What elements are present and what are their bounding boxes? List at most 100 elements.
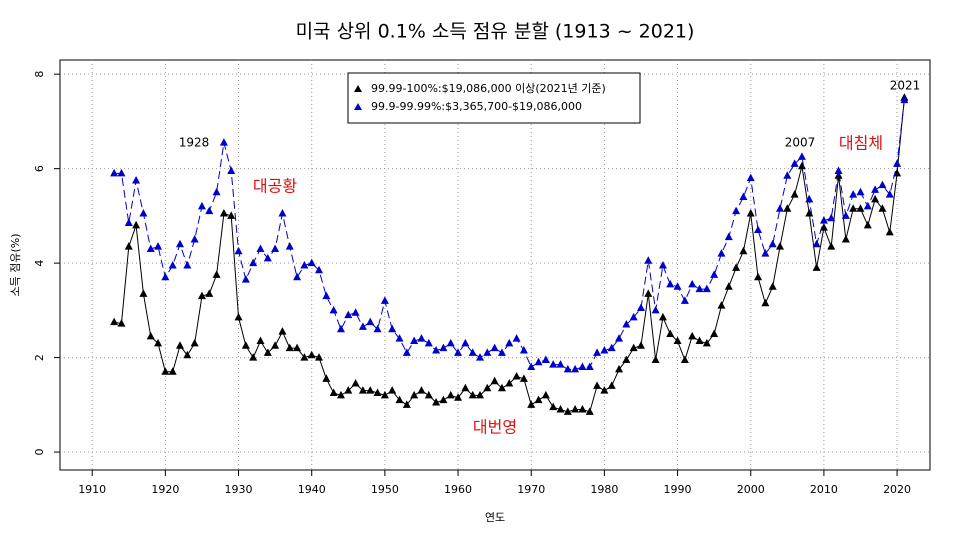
marker [461, 383, 470, 392]
marker [834, 171, 843, 179]
marker [322, 374, 331, 382]
marker [132, 175, 141, 184]
marker [585, 362, 594, 371]
marker [161, 367, 170, 375]
marker [790, 159, 799, 167]
marker [863, 201, 872, 210]
marker [329, 305, 338, 314]
marker [271, 244, 280, 252]
marker [673, 282, 682, 290]
marker [768, 239, 777, 248]
marker [358, 386, 367, 394]
marker [110, 317, 119, 326]
marker [154, 338, 163, 347]
annotation: 2021 [890, 79, 921, 93]
marker [776, 242, 784, 250]
marker [600, 345, 609, 354]
marker [871, 185, 880, 193]
marker [197, 201, 206, 210]
x-tick-label: 1930 [225, 483, 253, 496]
marker [680, 355, 689, 363]
marker [593, 381, 602, 389]
marker [666, 279, 675, 288]
marker [658, 260, 667, 269]
marker [176, 341, 184, 349]
marker [227, 166, 236, 175]
marker [263, 348, 272, 356]
marker [732, 263, 741, 271]
marker [849, 190, 858, 198]
x-tick-label: 1940 [298, 483, 326, 496]
y-tick-label: 6 [33, 165, 46, 172]
marker [271, 341, 280, 349]
marker [658, 312, 667, 321]
marker [797, 161, 806, 170]
marker [505, 338, 514, 347]
marker [432, 345, 441, 354]
marker [417, 334, 426, 342]
marker [410, 390, 419, 399]
marker [856, 187, 865, 196]
marker [468, 348, 477, 356]
marker [710, 329, 719, 337]
marker [871, 194, 880, 203]
marker [717, 301, 726, 309]
marker [746, 173, 755, 182]
marker [849, 204, 858, 212]
marker [710, 270, 719, 278]
marker [585, 407, 594, 415]
marker [841, 211, 850, 219]
y-tick-label: 4 [33, 260, 46, 267]
marker [893, 168, 902, 177]
marker [885, 190, 894, 198]
marker [139, 289, 148, 297]
marker [307, 258, 316, 267]
x-tick-label: 1960 [444, 483, 472, 496]
marker [519, 374, 528, 382]
marker [827, 213, 836, 222]
marker [549, 402, 558, 411]
marker [424, 338, 433, 347]
marker [863, 220, 872, 229]
marker [812, 239, 821, 248]
marker [534, 395, 543, 404]
marker [527, 400, 536, 408]
marker [651, 305, 660, 314]
marker [556, 405, 565, 413]
marker [483, 383, 492, 392]
marker [183, 260, 192, 269]
marker [717, 249, 726, 257]
marker [329, 388, 338, 397]
marker [212, 270, 221, 278]
y-axis-label: 소득 점유(%) [9, 233, 22, 296]
marker [893, 159, 902, 167]
marker [644, 289, 653, 297]
marker [476, 390, 484, 399]
marker [761, 298, 770, 307]
marker [644, 256, 653, 264]
legend-label: 99.9-99.99%:$3,365,700-$19,086,000 [371, 100, 582, 113]
marker [571, 405, 580, 413]
marker [724, 232, 733, 241]
marker [454, 348, 463, 356]
marker [563, 407, 572, 415]
marker [168, 367, 177, 375]
marker [754, 272, 763, 281]
marker [454, 393, 463, 401]
marker [878, 204, 887, 212]
marker [439, 343, 448, 352]
marker [629, 312, 638, 321]
marker [351, 308, 360, 316]
marker [154, 242, 163, 250]
marker [754, 225, 763, 234]
marker [615, 364, 624, 373]
marker [256, 244, 265, 252]
marker [263, 253, 272, 262]
marker [666, 329, 675, 337]
marker [761, 249, 770, 257]
marker [739, 192, 748, 200]
legend-box [347, 72, 641, 124]
marker [615, 334, 624, 342]
marker [512, 334, 521, 342]
marker [307, 350, 316, 359]
